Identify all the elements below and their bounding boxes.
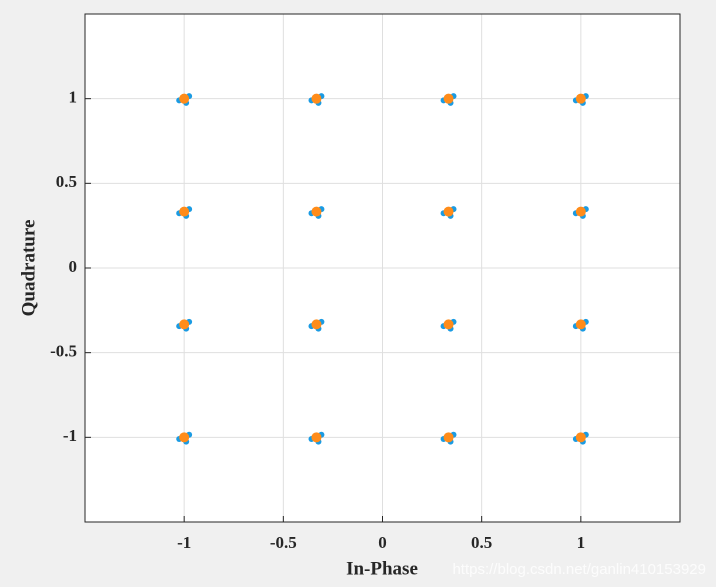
point xyxy=(179,93,190,104)
y-tick-label: -0.5 xyxy=(50,342,77,361)
point xyxy=(311,319,322,330)
point xyxy=(575,319,586,330)
point xyxy=(179,432,190,443)
point xyxy=(443,93,454,104)
y-tick-label: 0.5 xyxy=(56,172,77,191)
point xyxy=(575,93,586,104)
watermark: https://blog.csdn.net/ganlin410153929 xyxy=(452,561,706,578)
point xyxy=(575,206,586,217)
point xyxy=(311,93,322,104)
x-tick-label: -0.5 xyxy=(270,533,297,552)
point xyxy=(443,432,454,443)
y-tick-label: 1 xyxy=(69,88,78,107)
point xyxy=(443,319,454,330)
x-tick-label: 1 xyxy=(577,533,586,552)
point xyxy=(443,206,454,217)
x-axis-label: In-Phase xyxy=(346,558,418,579)
x-tick-label: -1 xyxy=(177,533,191,552)
axes-box xyxy=(84,13,681,523)
x-tick-label: 0 xyxy=(378,533,387,552)
y-tick-label: 0 xyxy=(69,257,78,276)
x-tick-label: 0.5 xyxy=(471,533,492,552)
point xyxy=(311,206,322,217)
y-axis-label: Quadrature xyxy=(18,220,39,317)
y-tick-label: -1 xyxy=(63,426,77,445)
point xyxy=(179,206,190,217)
point xyxy=(311,432,322,443)
point xyxy=(575,432,586,443)
point xyxy=(179,319,190,330)
